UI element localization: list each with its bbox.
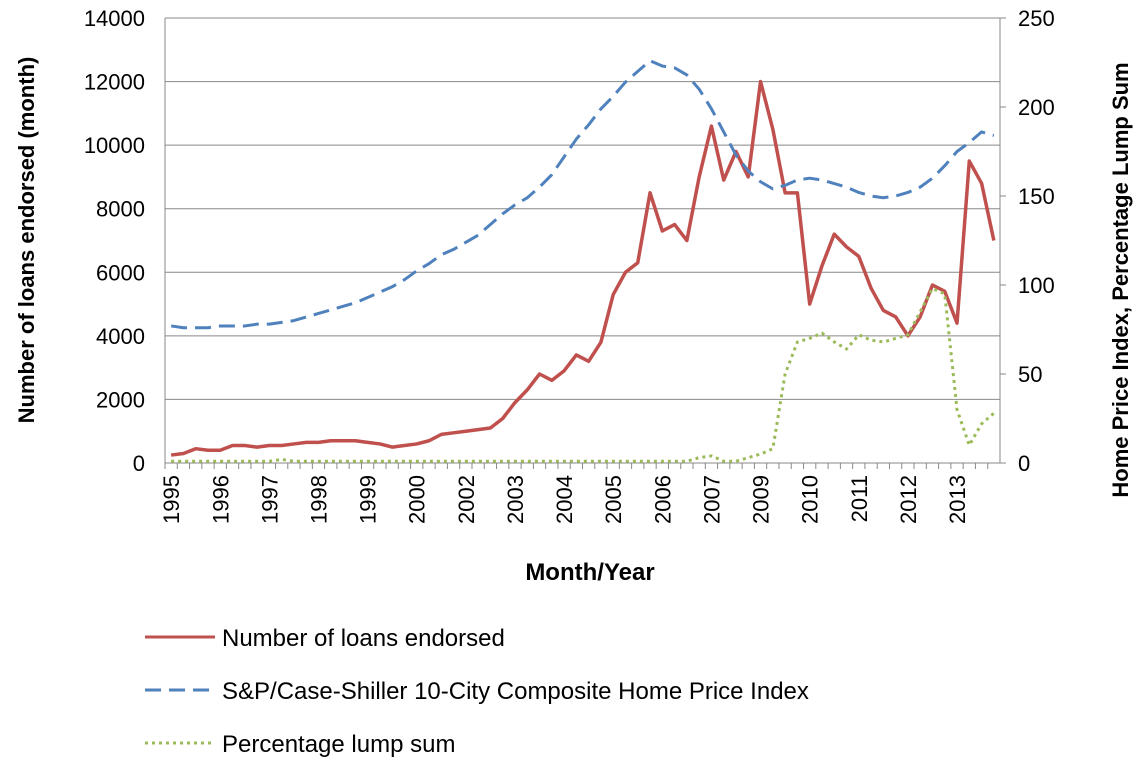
y2-tick-label: 200: [1018, 95, 1055, 120]
x-tick-label: 2000: [405, 475, 430, 524]
series-line: [170, 59, 995, 330]
x-tick-label: 1997: [257, 475, 282, 524]
y-tick-label: 4000: [96, 324, 145, 349]
y-axis-title: Number of loans endorsed (month): [14, 57, 39, 424]
x-axis-title: Month/Year: [525, 559, 654, 586]
y2-tick-label: 150: [1018, 184, 1055, 209]
x-tick-label: 1999: [356, 475, 381, 524]
legend-label: Percentage lump sum: [222, 731, 455, 758]
y2-tick-label: 0: [1018, 451, 1030, 476]
y2-tick-label: 250: [1018, 6, 1055, 31]
x-tick-label: 2003: [503, 475, 528, 524]
y-tick-label: 6000: [96, 260, 145, 285]
x-tick-label: 2009: [749, 475, 774, 524]
y-tick-label: 0: [133, 451, 145, 476]
x-tick-label: 2007: [699, 475, 724, 524]
legend-label: Number of loans endorsed: [222, 625, 505, 652]
y2-tick-label: 100: [1018, 273, 1055, 298]
x-tick-label: 2004: [552, 475, 577, 524]
legend-label: S&P/Case-Shiller 10-City Composite Home …: [222, 678, 809, 705]
x-tick-label: 2013: [945, 475, 970, 524]
y2-tick-label: 50: [1018, 362, 1042, 387]
x-tick-label: 2002: [454, 475, 479, 524]
y-tick-label: 12000: [84, 70, 145, 95]
x-tick-label: 2011: [847, 475, 872, 522]
y-tick-label: 8000: [96, 197, 145, 222]
series-line: [170, 79, 996, 457]
y2-axis-title: Home Price Index, Percentage Lump Sum: [1108, 62, 1133, 497]
y-tick-label: 10000: [84, 133, 145, 158]
x-tick-label: 1996: [208, 475, 233, 524]
series-line: [171, 287, 995, 463]
x-tick-label: 1998: [306, 475, 331, 524]
x-tick-label: 2005: [601, 475, 626, 524]
x-tick-label: 1995: [159, 475, 184, 524]
y-tick-label: 2000: [96, 387, 145, 412]
x-tick-label: 2006: [650, 475, 675, 524]
y-tick-label: 14000: [84, 6, 145, 31]
x-tick-label: 2010: [798, 475, 823, 524]
x-tick-label: 2012: [896, 475, 921, 524]
